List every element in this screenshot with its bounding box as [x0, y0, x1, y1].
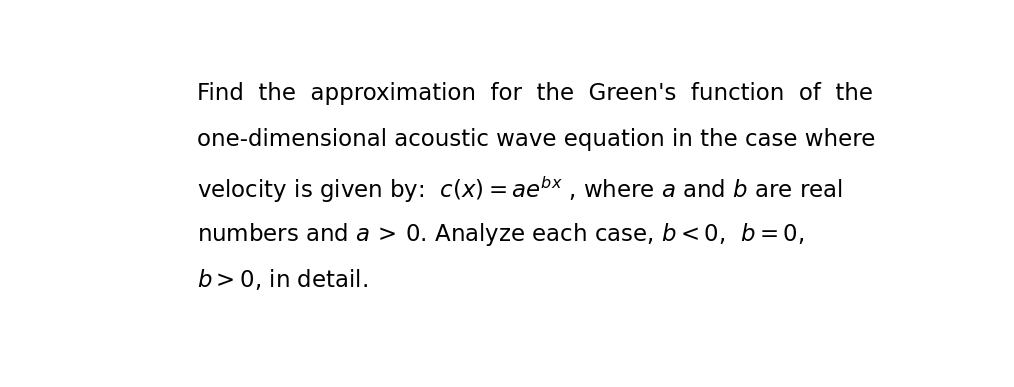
Text: numbers and $a\,{>}\,0$. Analyze each case, $b < 0$,  $b = 0$,: numbers and $a\,{>}\,0$. Analyze each ca…	[198, 221, 805, 248]
Text: one-dimensional acoustic wave equation in the case where: one-dimensional acoustic wave equation i…	[198, 128, 876, 151]
Text: velocity is given by:  $c(x) = ae^{bx}$ , where $a$ and $b$ are real: velocity is given by: $c(x) = ae^{bx}$ ,…	[198, 175, 844, 205]
Text: $b > 0$, in detail.: $b > 0$, in detail.	[198, 267, 368, 292]
Text: Find  the  approximation  for  the  Green's  function  of  the: Find the approximation for the Green's f…	[198, 82, 873, 105]
